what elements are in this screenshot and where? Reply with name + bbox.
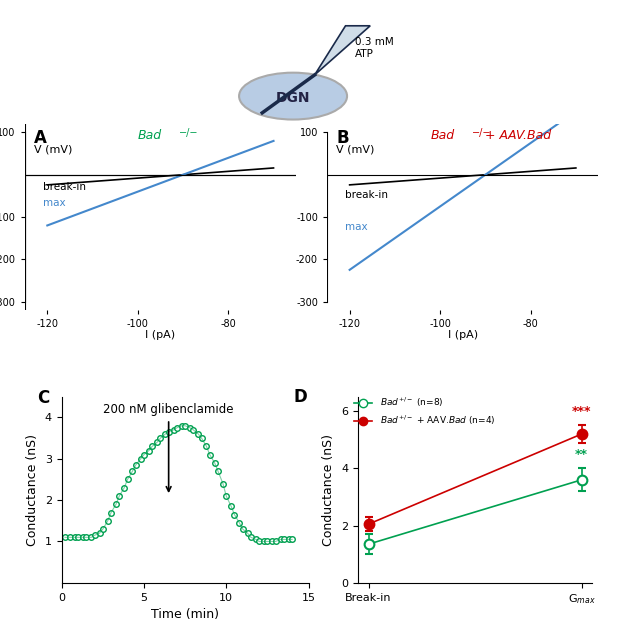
Text: −/−: −/− — [178, 128, 198, 138]
Text: C: C — [37, 389, 49, 407]
Text: **: ** — [575, 448, 588, 461]
Text: 200 nM glibenclamide: 200 nM glibenclamide — [104, 404, 234, 492]
Text: B: B — [336, 129, 349, 147]
Text: break-in: break-in — [345, 190, 388, 200]
Text: Bad: Bad — [431, 129, 455, 142]
Text: + AAV.Bad: + AAV.Bad — [481, 129, 551, 142]
Text: V (mV): V (mV) — [34, 144, 72, 154]
Y-axis label: Conductance (nS): Conductance (nS) — [323, 434, 336, 546]
Ellipse shape — [239, 73, 347, 120]
Y-axis label: Conductance (nS): Conductance (nS) — [27, 434, 39, 546]
Text: ***: *** — [572, 405, 592, 419]
X-axis label: I (pA): I (pA) — [448, 330, 478, 340]
X-axis label: I (pA): I (pA) — [146, 330, 175, 340]
Text: break-in: break-in — [43, 182, 86, 192]
Text: D: D — [294, 388, 308, 406]
Text: V (mV): V (mV) — [336, 144, 375, 154]
Text: max: max — [345, 222, 368, 232]
Text: DGN: DGN — [276, 91, 310, 105]
Text: 0.3 mM
ATP: 0.3 mM ATP — [355, 37, 394, 59]
Text: A: A — [34, 129, 47, 147]
Text: max: max — [43, 198, 65, 208]
Legend: $Bad^{+/-}$ (n=8), $Bad^{+/-}$ + AAV.$Bad$ (n=4): $Bad^{+/-}$ (n=8), $Bad^{+/-}$ + AAV.$Ba… — [350, 392, 499, 430]
Text: −/−: −/− — [472, 128, 491, 138]
X-axis label: Time (min): Time (min) — [151, 608, 219, 620]
Text: Bad: Bad — [138, 129, 162, 142]
Polygon shape — [315, 26, 370, 75]
